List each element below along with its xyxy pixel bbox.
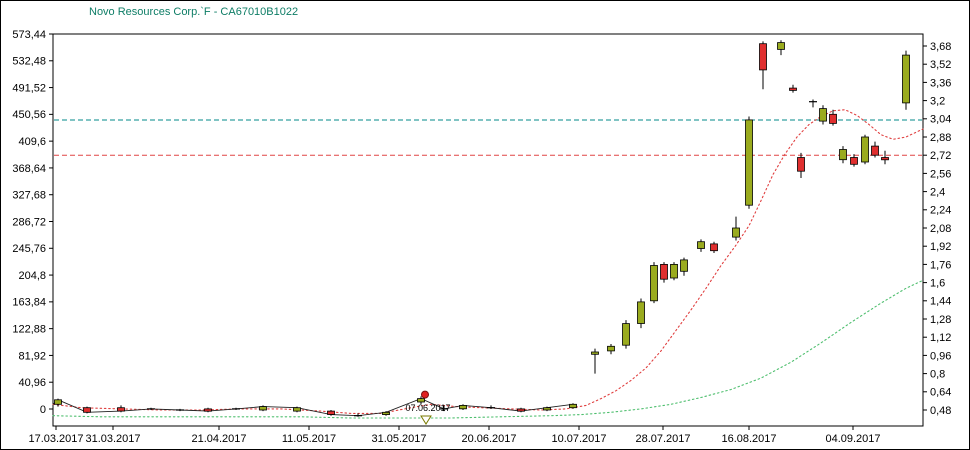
candle-down <box>117 407 125 412</box>
candle-up <box>861 136 869 163</box>
right-axis-tick-label: 1,92 <box>930 241 951 253</box>
x-axis-tick-label: 16.08.2017 <box>721 433 776 445</box>
left-axis-tick-label: 450,56 <box>12 109 46 121</box>
left-axis-tick-label: 573,44 <box>12 29 46 41</box>
signal-annotation-label: 07.06.2017 <box>405 403 450 413</box>
x-axis-tick-label: 31.03.2017 <box>85 433 140 445</box>
candle-up <box>745 119 753 206</box>
candle-down <box>327 410 335 415</box>
right-axis-tick-label: 1,28 <box>930 314 951 326</box>
right-axis-tick-label: 1,6 <box>930 277 945 289</box>
left-axis-tick-label: 368,64 <box>12 163 46 175</box>
right-axis-tick-label: 2,4 <box>930 186 945 198</box>
candle-up <box>902 54 910 104</box>
ma-line-short-red <box>52 109 924 414</box>
candle-up <box>543 407 551 411</box>
right-axis-tick-label: 2,88 <box>930 132 951 144</box>
right-axis-tick-label: 3,52 <box>930 59 951 71</box>
right-axis-tick-label: 0,96 <box>930 350 951 362</box>
candle-down <box>881 157 889 161</box>
candle-up <box>259 406 267 411</box>
close-line <box>52 398 574 417</box>
left-axis-tick-label: 327,68 <box>12 190 46 202</box>
right-axis-tick-label: 1,44 <box>930 296 951 308</box>
left-axis-tick-label: 409,6 <box>18 136 46 148</box>
left-axis-tick-label: 532,48 <box>12 56 46 68</box>
candle-down <box>829 113 837 124</box>
right-axis-tick-label: 1,12 <box>930 332 951 344</box>
candle-up <box>622 323 630 346</box>
left-axis-tick-label: 163,84 <box>12 297 46 309</box>
left-axis-tick-label: 204,8 <box>18 270 46 282</box>
ma-line-long-green <box>52 279 924 419</box>
candle-up <box>637 301 645 324</box>
candle-up <box>382 411 390 415</box>
candle-up <box>650 265 658 302</box>
candle-up <box>607 345 615 352</box>
left-axis-tick-label: 491,52 <box>12 82 46 94</box>
candle-down <box>83 407 91 413</box>
candle-up <box>680 259 688 272</box>
left-axis-tick-label: 40,96 <box>18 377 46 389</box>
candle-down <box>850 157 858 165</box>
left-axis-tick-label: 0 <box>40 404 46 416</box>
left-axis-tick-label: 286,72 <box>12 216 46 228</box>
right-axis-tick-label: 0,8 <box>930 368 945 380</box>
left-axis-tick-label: 122,88 <box>12 323 46 335</box>
right-axis-tick-label: 3,04 <box>930 114 951 126</box>
x-axis-tick-label: 28.07.2017 <box>635 433 690 445</box>
candle-down <box>759 43 767 71</box>
candle-down <box>871 145 879 156</box>
right-axis-tick-label: 2,08 <box>930 223 951 235</box>
candle-up <box>777 42 785 50</box>
candle-down <box>204 408 212 412</box>
right-axis-tick-label: 2,72 <box>930 150 951 162</box>
x-axis-tick-label: 11.05.2017 <box>282 433 336 445</box>
x-axis-tick-label: 17.03.2017 <box>28 433 83 445</box>
candle-up <box>839 149 847 161</box>
right-axis-tick-label: 2,24 <box>930 205 951 217</box>
signal-triangle-marker <box>420 415 432 425</box>
candle-up <box>697 241 705 249</box>
right-axis-tick-label: 3,2 <box>930 95 945 107</box>
candle-down <box>789 87 797 91</box>
x-axis-tick-label: 10.07.2017 <box>551 433 606 445</box>
candle-up <box>54 399 62 405</box>
candle-down <box>797 157 805 172</box>
candle-down <box>660 263 668 280</box>
candle-down <box>517 408 525 412</box>
candle-down <box>710 243 718 252</box>
candle-up <box>459 404 467 410</box>
candle-up <box>591 351 599 355</box>
right-axis-tick-label: 2,56 <box>930 168 951 180</box>
right-axis-tick-label: 1,76 <box>930 259 951 271</box>
right-axis-tick-label: 0,48 <box>930 405 951 417</box>
plot-border <box>52 33 924 427</box>
candle-up <box>670 263 678 279</box>
candle-up <box>732 227 740 238</box>
right-axis-tick-label: 3,36 <box>930 77 951 89</box>
candle-up <box>819 108 827 122</box>
chart-title: Novo Resources Corp.`F - CA67010B1022 <box>89 6 299 18</box>
right-axis-tick-label: 3,68 <box>930 41 951 53</box>
candle-up <box>417 398 425 403</box>
x-axis-tick-label: 04.09.2017 <box>825 433 880 445</box>
signal-dot <box>421 390 429 399</box>
left-axis-tick-label: 81,92 <box>18 350 46 362</box>
x-axis-tick-label: 31.05.2017 <box>371 433 426 445</box>
candle-up <box>293 407 301 412</box>
x-axis-tick-label: 21.04.2017 <box>191 433 246 445</box>
left-axis-tick-label: 245,76 <box>12 243 46 255</box>
candle-up <box>569 403 577 409</box>
x-axis-tick-label: 20.06.2017 <box>461 433 516 445</box>
right-axis-tick-label: 0,64 <box>930 387 951 399</box>
